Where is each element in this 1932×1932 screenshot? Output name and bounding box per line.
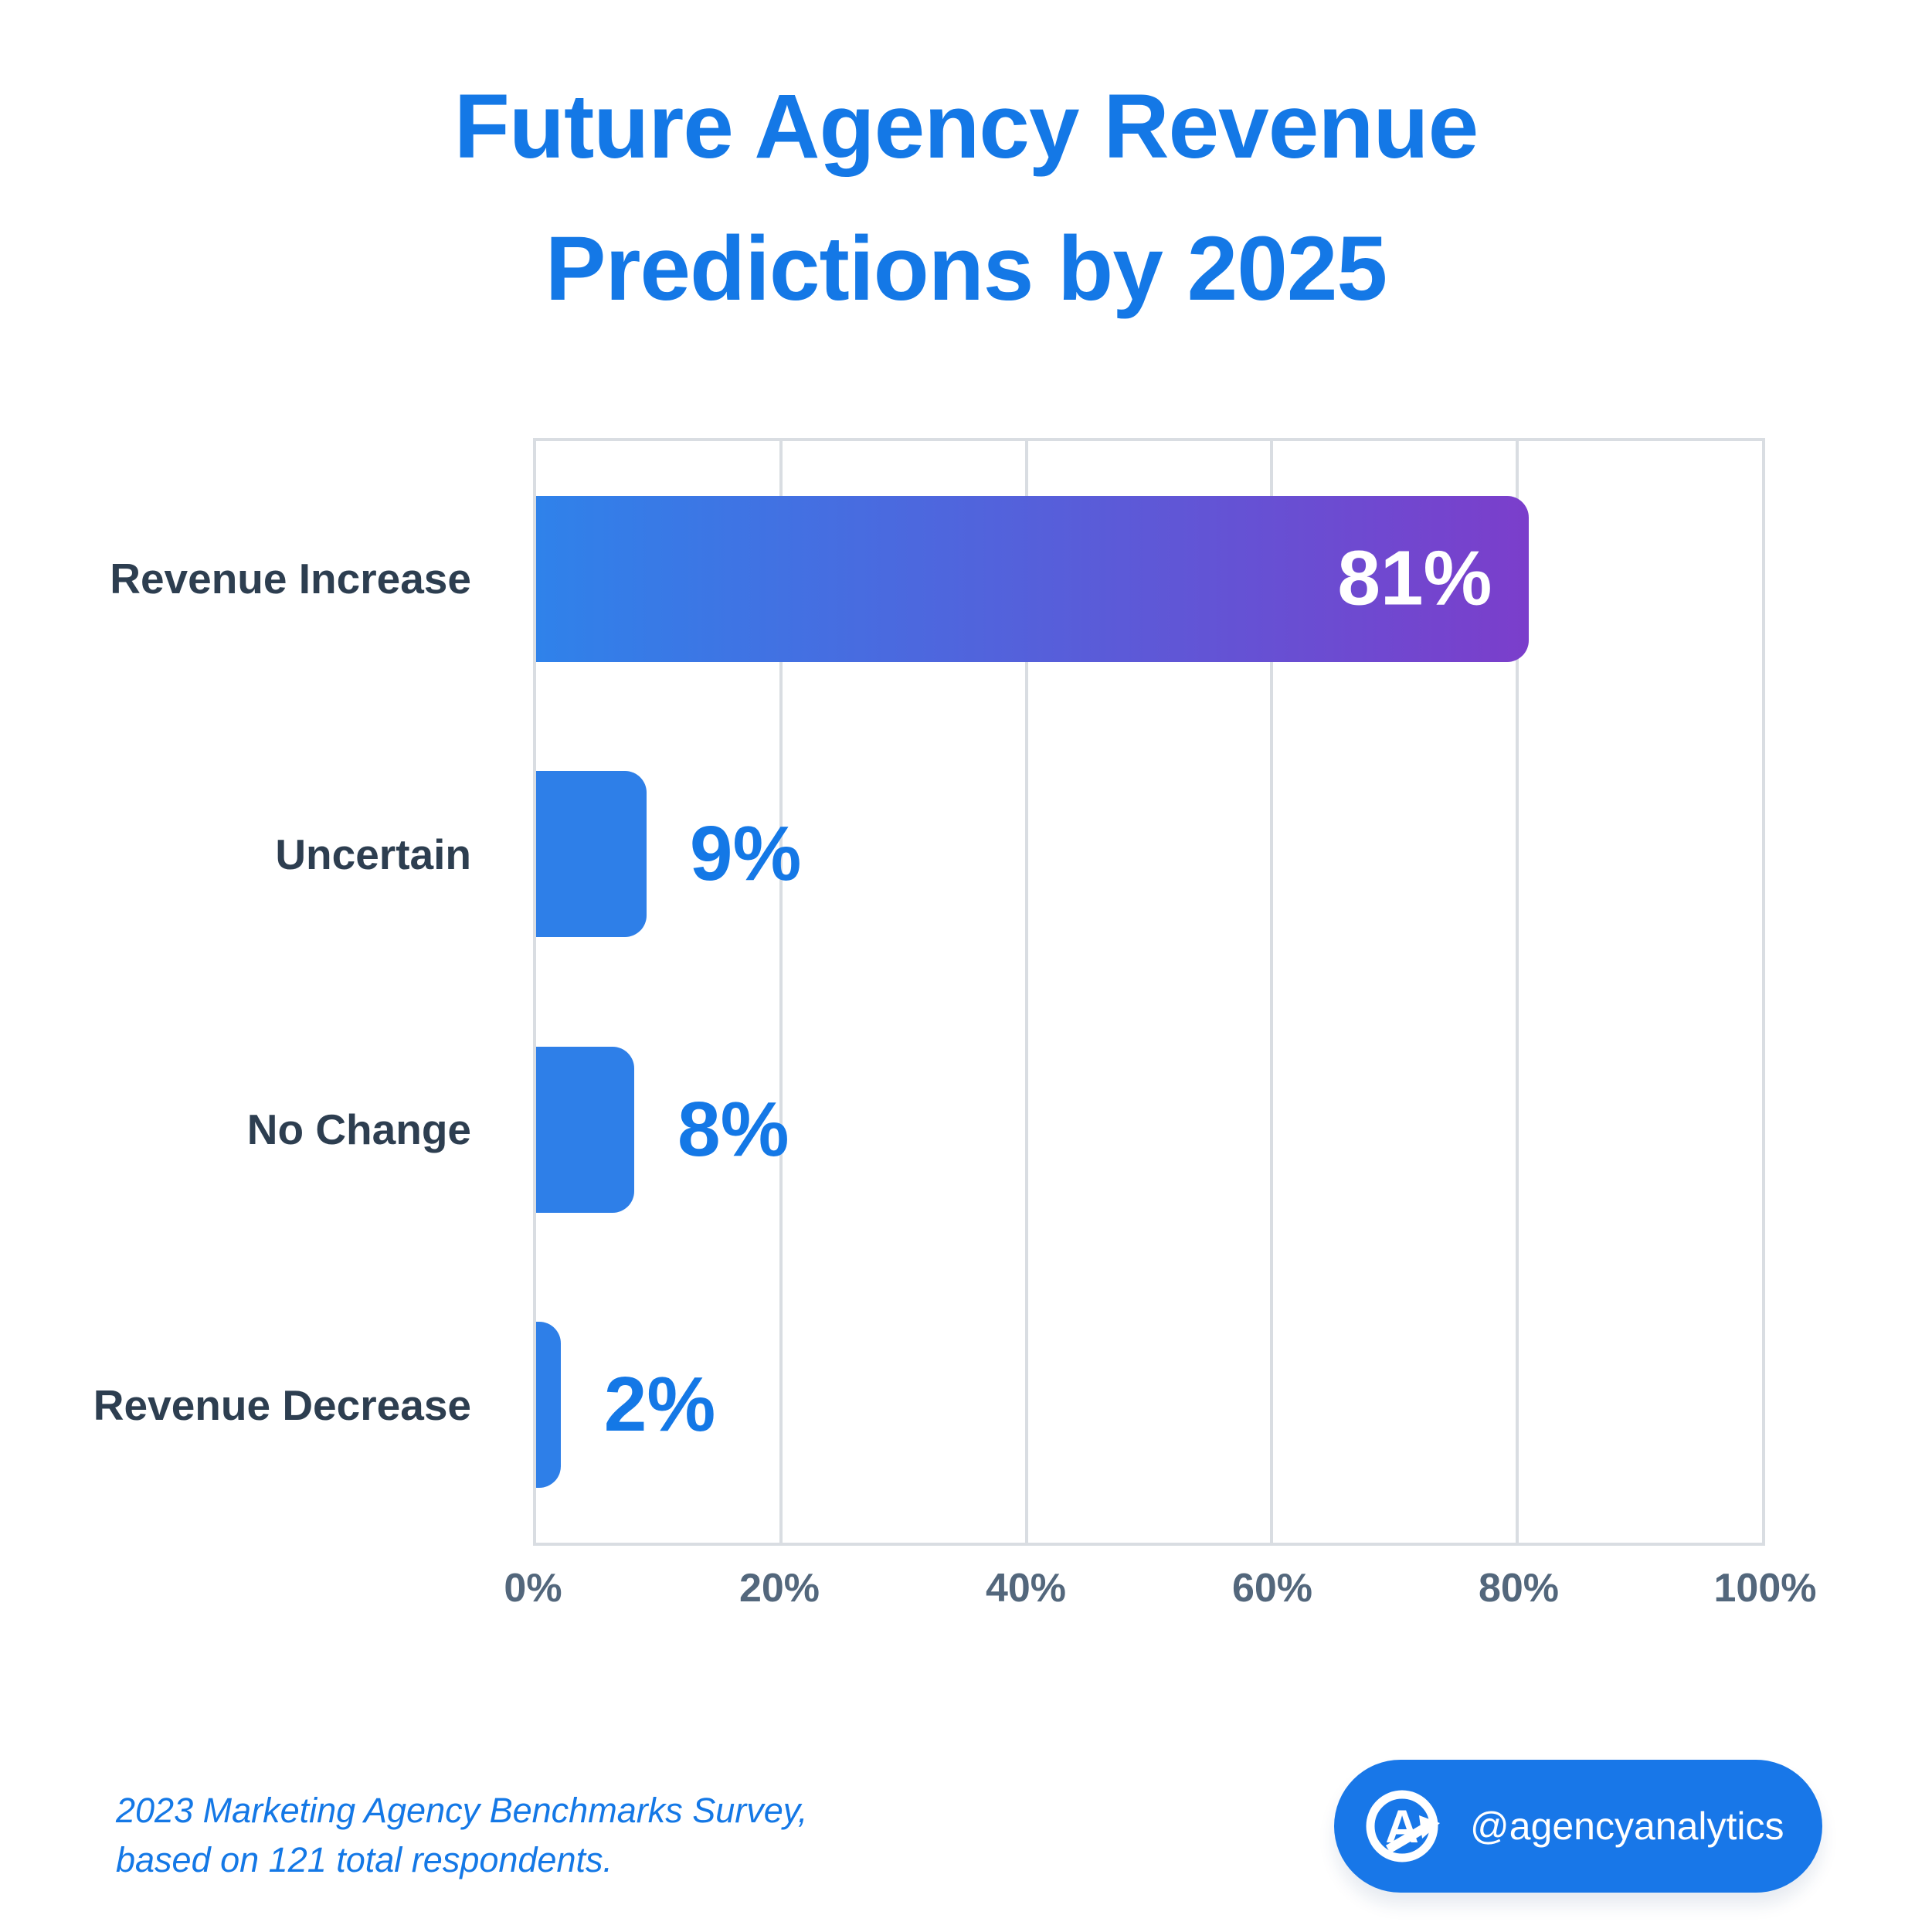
value-label-no-change: 8% [677, 1085, 789, 1173]
page-title: Future Agency Revenue Predictions by 202… [0, 56, 1932, 340]
category-label-no-change: No Change [246, 1105, 471, 1154]
category-label-revenue-decrease: Revenue Decrease [93, 1380, 471, 1429]
plot-area: 81% 9% 8% 2% [533, 438, 1765, 1546]
x-axis-tick-20%: 20% [739, 1566, 820, 1611]
page-title-line1: Future Agency Revenue [453, 76, 1479, 178]
gridline-40% [1024, 441, 1028, 1543]
agencyanalytics-logo: A [1366, 1790, 1440, 1862]
gridline-80% [1515, 441, 1519, 1543]
value-label-uncertain: 9% [689, 810, 802, 898]
gridline-60% [1270, 441, 1274, 1543]
page-title-line2: Predictions by 2025 [545, 218, 1387, 321]
x-axis-tick-40%: 40% [985, 1566, 1067, 1611]
value-label-revenue-increase: 81% [1337, 535, 1492, 622]
category-label-uncertain: Uncertain [275, 830, 471, 878]
bar-rows: 81% 9% 8% 2% [536, 441, 1762, 1543]
source-note-line2: based on 121 total respondents. [116, 1839, 613, 1879]
x-axis-tick-80%: 80% [1478, 1566, 1560, 1611]
gridlines [536, 441, 1762, 1543]
x-axis-tick-100%: 100% [1713, 1566, 1817, 1611]
gridline-20% [779, 441, 783, 1543]
x-axis-tick-60%: 60% [1231, 1566, 1313, 1611]
badge-handle: @agencyanalytics [1470, 1805, 1784, 1848]
category-label-revenue-increase: Revenue Increase [110, 555, 471, 603]
value-label-revenue-decrease: 2% [603, 1361, 716, 1448]
source-note-line1: 2023 Marketing Agency Benchmarks Survey, [116, 1791, 808, 1830]
bar-uncertain [536, 771, 647, 938]
source-note: 2023 Marketing Agency Benchmarks Survey,… [116, 1786, 807, 1885]
x-axis-tick-0%: 0% [504, 1566, 562, 1611]
bar-revenue-increase: 81% [536, 495, 1530, 662]
bar-revenue-decrease [536, 1322, 561, 1489]
bar-no-change [536, 1046, 634, 1213]
agencyanalytics-badge[interactable]: A @agencyanalytics [1334, 1760, 1822, 1893]
